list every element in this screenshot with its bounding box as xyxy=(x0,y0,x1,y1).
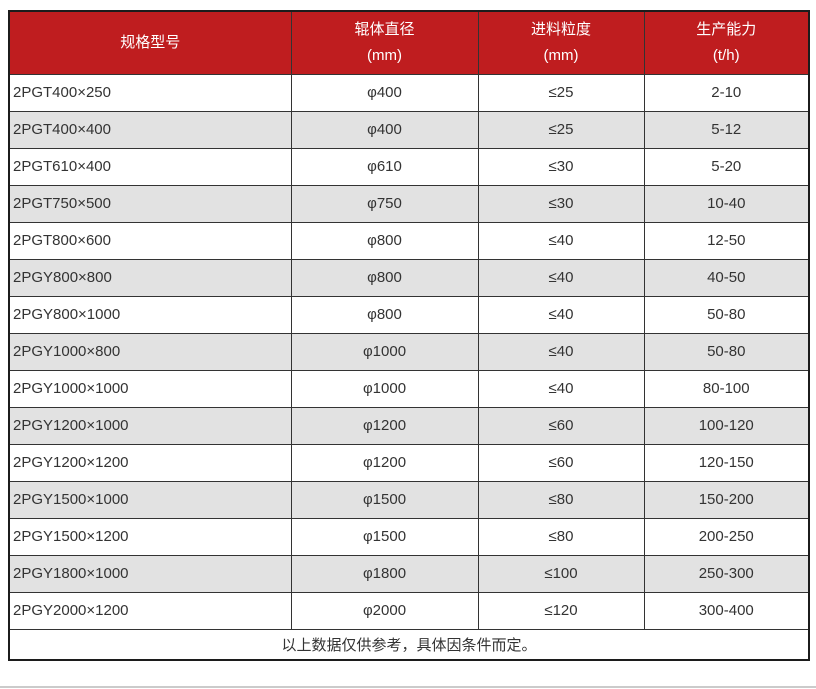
table-row: 2PGY800×1000 φ800 ≤40 50-80 xyxy=(8,295,810,334)
cell-roller-diameter: φ1000 xyxy=(290,332,479,371)
header-capacity-unit: (t/h) xyxy=(712,46,740,64)
page-bottom-divider xyxy=(0,686,816,688)
header-row: 规格型号 辊体直径 (mm) 进料粒度 (mm) xyxy=(8,10,810,75)
cell-model: 2PGY1800×1000 xyxy=(8,554,292,593)
cell-feed-size: ≤40 xyxy=(477,221,645,260)
table-row: 2PGT610×400 φ610 ≤30 5-20 xyxy=(8,147,810,186)
header-capacity-label: 生产能力 xyxy=(696,20,757,38)
cell-roller-diameter: φ1200 xyxy=(290,443,479,482)
table-row: 2PGY1500×1200 φ1500 ≤80 200-250 xyxy=(8,517,810,556)
cell-model: 2PGT400×400 xyxy=(8,110,292,149)
table-row: 2PGY1500×1000 φ1500 ≤80 150-200 xyxy=(8,480,810,519)
cell-feed-size: ≤80 xyxy=(477,517,645,556)
cell-capacity: 100-120 xyxy=(643,406,810,445)
cell-capacity: 12-50 xyxy=(643,221,810,260)
spec-table-footer: 以上数据仅供参考，具体因条件而定。 xyxy=(8,628,810,661)
cell-capacity: 2-10 xyxy=(643,73,810,112)
cell-feed-size: ≤25 xyxy=(477,110,645,149)
footnote-text: 以上数据仅供参考，具体因条件而定。 xyxy=(8,628,810,661)
header-cell-model: 规格型号 xyxy=(8,10,292,75)
table-row: 2PGY1000×800 φ1000 ≤40 50-80 xyxy=(8,332,810,371)
spec-table-header: 规格型号 辊体直径 (mm) 进料粒度 (mm) xyxy=(8,10,810,75)
cell-roller-diameter: φ1500 xyxy=(290,517,479,556)
cell-model: 2PGY1200×1200 xyxy=(8,443,292,482)
table-row: 2PGY2000×1200 φ2000 ≤120 300-400 xyxy=(8,591,810,630)
table-row: 2PGT400×400 φ400 ≤25 5-12 xyxy=(8,110,810,149)
cell-feed-size: ≤40 xyxy=(477,295,645,334)
cell-capacity: 150-200 xyxy=(643,480,810,519)
spec-table-body: 2PGT400×250 φ400 ≤25 2-10 2PGT400×400 φ400 ≤25… xyxy=(8,73,810,630)
spec-table: 规格型号 辊体直径 (mm) 进料粒度 (mm) xyxy=(8,10,810,661)
header-cell-capacity: 生产能力 (t/h) xyxy=(643,10,810,75)
cell-capacity: 300-400 xyxy=(643,591,810,630)
cell-capacity: 10-40 xyxy=(643,184,810,223)
cell-capacity: 80-100 xyxy=(643,369,810,408)
table-row: 2PGY1800×1000 φ1800 ≤100 250-300 xyxy=(8,554,810,593)
cell-capacity: 5-12 xyxy=(643,110,810,149)
header-feed-size-unit: (mm) xyxy=(543,46,579,64)
cell-roller-diameter: φ1500 xyxy=(290,480,479,519)
cell-roller-diameter: φ750 xyxy=(290,184,479,223)
spec-table-container: 规格型号 辊体直径 (mm) 进料粒度 (mm) xyxy=(8,10,810,661)
table-row: 2PGY800×800 φ800 ≤40 40-50 xyxy=(8,258,810,297)
header-roller-diameter-unit: (mm) xyxy=(367,46,402,64)
cell-model: 2PGT750×500 xyxy=(8,184,292,223)
table-row: 2PGT750×500 φ750 ≤30 10-40 xyxy=(8,184,810,223)
cell-capacity: 200-250 xyxy=(643,517,810,556)
cell-roller-diameter: φ800 xyxy=(290,295,479,334)
cell-feed-size: ≤80 xyxy=(477,480,645,519)
cell-capacity: 250-300 xyxy=(643,554,810,593)
footnote-row: 以上数据仅供参考，具体因条件而定。 xyxy=(8,628,810,661)
table-row: 2PGT400×250 φ400 ≤25 2-10 xyxy=(8,73,810,112)
cell-roller-diameter: φ400 xyxy=(290,73,479,112)
cell-model: 2PGT400×250 xyxy=(8,73,292,112)
cell-feed-size: ≤100 xyxy=(477,554,645,593)
cell-roller-diameter: φ1800 xyxy=(290,554,479,593)
cell-capacity: 50-80 xyxy=(643,332,810,371)
cell-capacity: 50-80 xyxy=(643,295,810,334)
cell-feed-size: ≤40 xyxy=(477,258,645,297)
cell-model: 2PGT800×600 xyxy=(8,221,292,260)
cell-feed-size: ≤30 xyxy=(477,184,645,223)
cell-model: 2PGY1200×1000 xyxy=(8,406,292,445)
cell-roller-diameter: φ610 xyxy=(290,147,479,186)
cell-feed-size: ≤40 xyxy=(477,332,645,371)
table-row: 2PGY1200×1000 φ1200 ≤60 100-120 xyxy=(8,406,810,445)
cell-feed-size: ≤120 xyxy=(477,591,645,630)
cell-model: 2PGY1000×1000 xyxy=(8,369,292,408)
table-row: 2PGT800×600 φ800 ≤40 12-50 xyxy=(8,221,810,260)
cell-feed-size: ≤60 xyxy=(477,443,645,482)
cell-feed-size: ≤60 xyxy=(477,406,645,445)
cell-roller-diameter: φ2000 xyxy=(290,591,479,630)
header-roller-diameter-label: 辊体直径 xyxy=(354,20,415,38)
table-row: 2PGY1000×1000 φ1000 ≤40 80-100 xyxy=(8,369,810,408)
cell-feed-size: ≤40 xyxy=(477,369,645,408)
header-cell-roller-diameter: 辊体直径 (mm) xyxy=(290,10,479,75)
cell-model: 2PGY1500×1000 xyxy=(8,480,292,519)
cell-model: 2PGY1500×1200 xyxy=(8,517,292,556)
cell-capacity: 5-20 xyxy=(643,147,810,186)
cell-roller-diameter: φ1000 xyxy=(290,369,479,408)
cell-feed-size: ≤30 xyxy=(477,147,645,186)
cell-model: 2PGY1000×800 xyxy=(8,332,292,371)
cell-model: 2PGY2000×1200 xyxy=(8,591,292,630)
cell-roller-diameter: φ1200 xyxy=(290,406,479,445)
cell-roller-diameter: φ400 xyxy=(290,110,479,149)
cell-model: 2PGY800×1000 xyxy=(8,295,292,334)
header-model-label: 规格型号 xyxy=(120,33,181,51)
table-row: 2PGY1200×1200 φ1200 ≤60 120-150 xyxy=(8,443,810,482)
cell-model: 2PGY800×800 xyxy=(8,258,292,297)
cell-feed-size: ≤25 xyxy=(477,73,645,112)
cell-capacity: 120-150 xyxy=(643,443,810,482)
header-cell-feed-size: 进料粒度 (mm) xyxy=(477,10,645,75)
cell-roller-diameter: φ800 xyxy=(290,221,479,260)
cell-roller-diameter: φ800 xyxy=(290,258,479,297)
header-feed-size-label: 进料粒度 xyxy=(530,20,591,38)
cell-model: 2PGT610×400 xyxy=(8,147,292,186)
cell-capacity: 40-50 xyxy=(643,258,810,297)
